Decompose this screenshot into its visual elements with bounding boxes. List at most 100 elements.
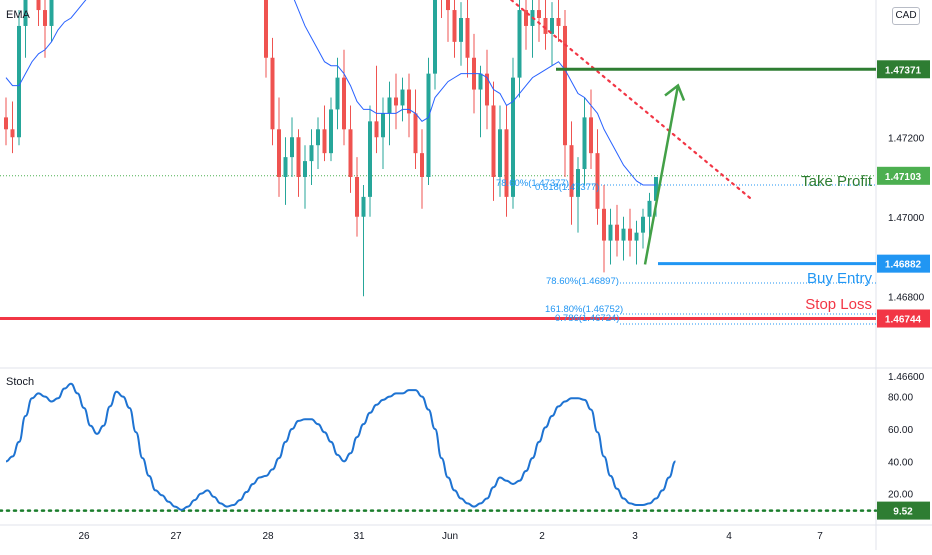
- candle-body: [452, 10, 457, 42]
- candle-body: [537, 10, 541, 18]
- candle-body: [277, 129, 281, 177]
- candle-body: [634, 232, 639, 241]
- fib-label: 0.618(1.47377): [535, 182, 599, 193]
- candle-body: [420, 153, 424, 177]
- stoch-line: [5, 382, 677, 511]
- fib-label: 78.60%(1.46897): [546, 276, 619, 287]
- candle-body: [569, 145, 574, 197]
- candle-body: [342, 77, 346, 130]
- candle-body: [387, 97, 392, 114]
- stoch-support-axis-value: 9.52: [893, 507, 913, 518]
- candle-body: [36, 0, 41, 11]
- candle-body: [17, 25, 21, 138]
- time-axis-tick-label: Jun: [442, 531, 458, 542]
- candle-body: [322, 129, 327, 154]
- fib-label: 78.60%(1.47377): [496, 178, 569, 189]
- candle-body: [329, 109, 333, 154]
- candle-body: [309, 145, 314, 162]
- stoch-indicator-label[interactable]: Stoch: [6, 376, 35, 388]
- candle-body: [517, 10, 522, 78]
- stoch-axis-tick-label: 20.00: [888, 490, 913, 501]
- candle-body: [335, 77, 340, 110]
- buy-entry-axis-value: 1.46882: [885, 260, 922, 271]
- last-price-axis-value: 1.47103: [885, 172, 922, 183]
- candle-body: [608, 224, 613, 241]
- time-axis-tick-label: 7: [817, 531, 823, 542]
- candle-body: [621, 228, 626, 241]
- candle-body: [316, 129, 320, 146]
- candle-body: [478, 73, 483, 90]
- candle-body: [524, 10, 528, 26]
- candle-body: [4, 117, 8, 130]
- stoch-axis-tick-label: 60.00: [888, 425, 913, 436]
- take-profit-axis-badge: [877, 60, 930, 79]
- candle-body: [270, 57, 275, 130]
- candle-body: [446, 0, 450, 11]
- candle-body: [264, 0, 268, 58]
- candle-body: [563, 25, 567, 146]
- stop-loss-axis-badge: [877, 309, 930, 328]
- time-axis-tick-label: 4: [726, 531, 732, 542]
- take-profit-axis-value: 1.47371: [885, 65, 922, 76]
- candle-body: [426, 73, 431, 177]
- fib-label: 0.786(1.46724): [555, 313, 619, 324]
- buy-entry-label: Buy Entry: [807, 270, 873, 287]
- candle-body: [394, 97, 398, 106]
- time-axis-tick-label: 2: [539, 531, 545, 542]
- time-axis-tick-label: 3: [632, 531, 638, 542]
- candle-body: [374, 121, 379, 138]
- last-price-axis-badge: [877, 166, 930, 185]
- candle-body: [465, 18, 470, 58]
- candle-body: [615, 224, 619, 241]
- price-axis-tick-label: 1.47000: [888, 213, 925, 224]
- fib-label: 161.80%(1.46752): [545, 304, 623, 315]
- candle-body: [647, 200, 652, 217]
- candle-body: [602, 208, 606, 241]
- candle-body: [654, 177, 658, 201]
- candle-body: [511, 77, 515, 197]
- candle-body: [576, 169, 580, 197]
- candle-body: [296, 137, 301, 177]
- candle-body: [556, 18, 561, 26]
- candle-body: [368, 121, 372, 197]
- ema-indicator-label[interactable]: EMA: [6, 9, 30, 21]
- stoch-axis-tick-label: 40.00: [888, 457, 913, 468]
- stop-loss-axis-value: 1.46744: [885, 315, 922, 326]
- candle-body: [407, 89, 411, 114]
- candle-body: [348, 129, 353, 177]
- candle-body: [550, 18, 554, 34]
- candle-body: [459, 18, 463, 42]
- candle-body: [49, 0, 54, 26]
- price-axis-tick-label: 1.46800: [888, 292, 925, 303]
- price-axis-tick-label: 1.47200: [888, 133, 925, 144]
- time-axis-tick-label: 26: [78, 531, 90, 542]
- buy-entry-axis-badge: [877, 254, 930, 273]
- candle-body: [595, 153, 600, 209]
- time-axis-tick-label: 28: [262, 531, 274, 542]
- price-axis-tick-label: 1.46600: [888, 372, 925, 383]
- candle-body: [628, 228, 632, 241]
- time-axis-tick-label: 31: [353, 531, 365, 542]
- currency-badge[interactable]: CAD: [892, 7, 920, 25]
- candle-body: [361, 196, 366, 217]
- candle-body: [504, 129, 509, 197]
- candle-body: [491, 105, 496, 177]
- candle-body: [543, 18, 548, 34]
- buy-arrow-shaft: [643, 85, 680, 265]
- candle-body: [485, 73, 489, 106]
- candle-body: [413, 113, 418, 154]
- buy-arrow-head: [664, 83, 686, 101]
- candle-body: [43, 10, 47, 26]
- stoch-support-axis-badge: [877, 501, 930, 520]
- candle-body: [381, 113, 385, 138]
- ema-line: [5, 0, 656, 186]
- candle-body: [283, 157, 288, 177]
- candle-body: [433, 0, 437, 74]
- candle-body: [10, 129, 15, 138]
- take-profit-label: Take Profit: [801, 173, 873, 190]
- candle-body: [641, 216, 645, 233]
- candle-body: [355, 177, 359, 217]
